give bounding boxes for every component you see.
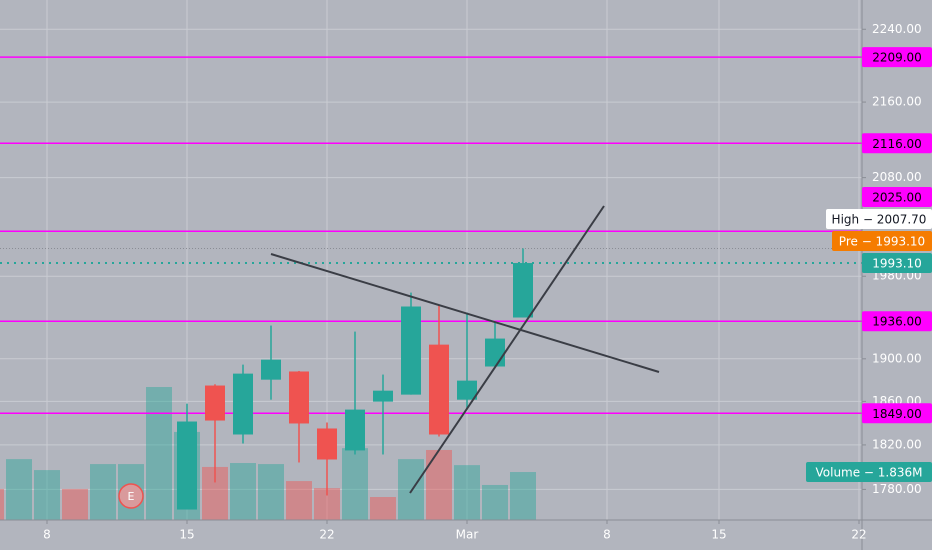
candle <box>513 248 533 318</box>
volume-bar <box>342 448 368 520</box>
candle-body <box>289 371 309 424</box>
candle-body <box>177 421 197 510</box>
candle <box>345 331 365 455</box>
price-axis <box>862 0 932 550</box>
candle-body <box>345 409 365 451</box>
candle <box>205 384 225 483</box>
candle-body <box>401 306 421 395</box>
price-label-box <box>862 403 932 424</box>
price-label: 2025.00 <box>872 191 922 205</box>
candle <box>233 364 253 444</box>
volume-bar <box>0 488 4 520</box>
earnings-text: E <box>128 490 135 503</box>
price-label: 1993.10 <box>872 257 922 271</box>
price-label: 1849.00 <box>872 407 922 421</box>
time-axis <box>0 520 932 550</box>
x-tick-label: 8 <box>43 528 51 542</box>
volume-bar <box>286 481 312 520</box>
candle-body <box>457 380 477 400</box>
volume-bar <box>90 464 116 520</box>
volume-bar <box>454 465 480 520</box>
earnings-marker[interactable]: E <box>118 483 144 509</box>
candle-body <box>233 373 253 435</box>
price-label: Pre − 1993.10 <box>839 235 925 249</box>
price-label-box <box>826 209 932 230</box>
price-label: High − 2007.70 <box>832 213 927 227</box>
candle-body <box>373 390 393 402</box>
candle <box>429 304 449 437</box>
x-tick-label: 15 <box>711 528 726 542</box>
trend-line[interactable] <box>270 253 660 373</box>
y-tick-label: 2160.00 <box>872 95 922 109</box>
x-tick-label: 22 <box>319 528 334 542</box>
y-tick-label: 1780.00 <box>872 482 922 496</box>
x-tick-label: 22 <box>851 528 866 542</box>
price-label: 2209.00 <box>872 51 922 65</box>
trend-line[interactable] <box>409 205 605 494</box>
y-tick-label: 2240.00 <box>872 22 922 36</box>
volume-bar <box>426 449 452 520</box>
candle <box>289 370 309 463</box>
volume-label-box <box>806 462 932 483</box>
candle-body <box>485 338 505 367</box>
price-label-box <box>862 187 932 208</box>
price-label-box <box>862 253 932 274</box>
price-label-box <box>832 231 932 252</box>
price-label-box <box>862 311 932 332</box>
price-label-box <box>862 133 932 154</box>
candle-body <box>205 385 225 421</box>
y-tick-label: 2080.00 <box>872 170 922 184</box>
volume-bar <box>230 463 256 520</box>
volume-bar <box>62 488 88 520</box>
candle-body <box>513 263 533 318</box>
candle-body <box>429 344 449 435</box>
y-tick-label: 1900.00 <box>872 351 922 365</box>
volume-bar <box>370 497 396 520</box>
x-tick-label: 15 <box>179 528 194 542</box>
candle-body <box>317 428 337 460</box>
candle <box>457 312 477 410</box>
volume-bar <box>34 470 60 520</box>
candle <box>317 422 337 496</box>
candle <box>261 325 281 400</box>
candle <box>401 292 421 395</box>
price-label: 1936.00 <box>872 315 922 329</box>
candle <box>177 403 197 510</box>
x-tick-label: 8 <box>603 528 611 542</box>
volume-bar <box>146 386 172 520</box>
price-label-box <box>862 47 932 68</box>
candle-body <box>261 359 281 380</box>
candle <box>485 321 505 367</box>
volume-bar <box>398 459 424 520</box>
x-tick-label: Mar <box>456 528 479 542</box>
y-tick-label: 1820.00 <box>872 437 922 451</box>
volume-bar <box>510 472 536 520</box>
volume-bar <box>6 459 32 520</box>
price-label: 2116.00 <box>872 137 922 151</box>
volume-label: Volume − 1.836M <box>815 466 922 480</box>
volume-bar <box>258 464 284 520</box>
volume-bar <box>482 484 508 520</box>
earnings-circle <box>118 483 144 509</box>
candle <box>373 374 393 455</box>
